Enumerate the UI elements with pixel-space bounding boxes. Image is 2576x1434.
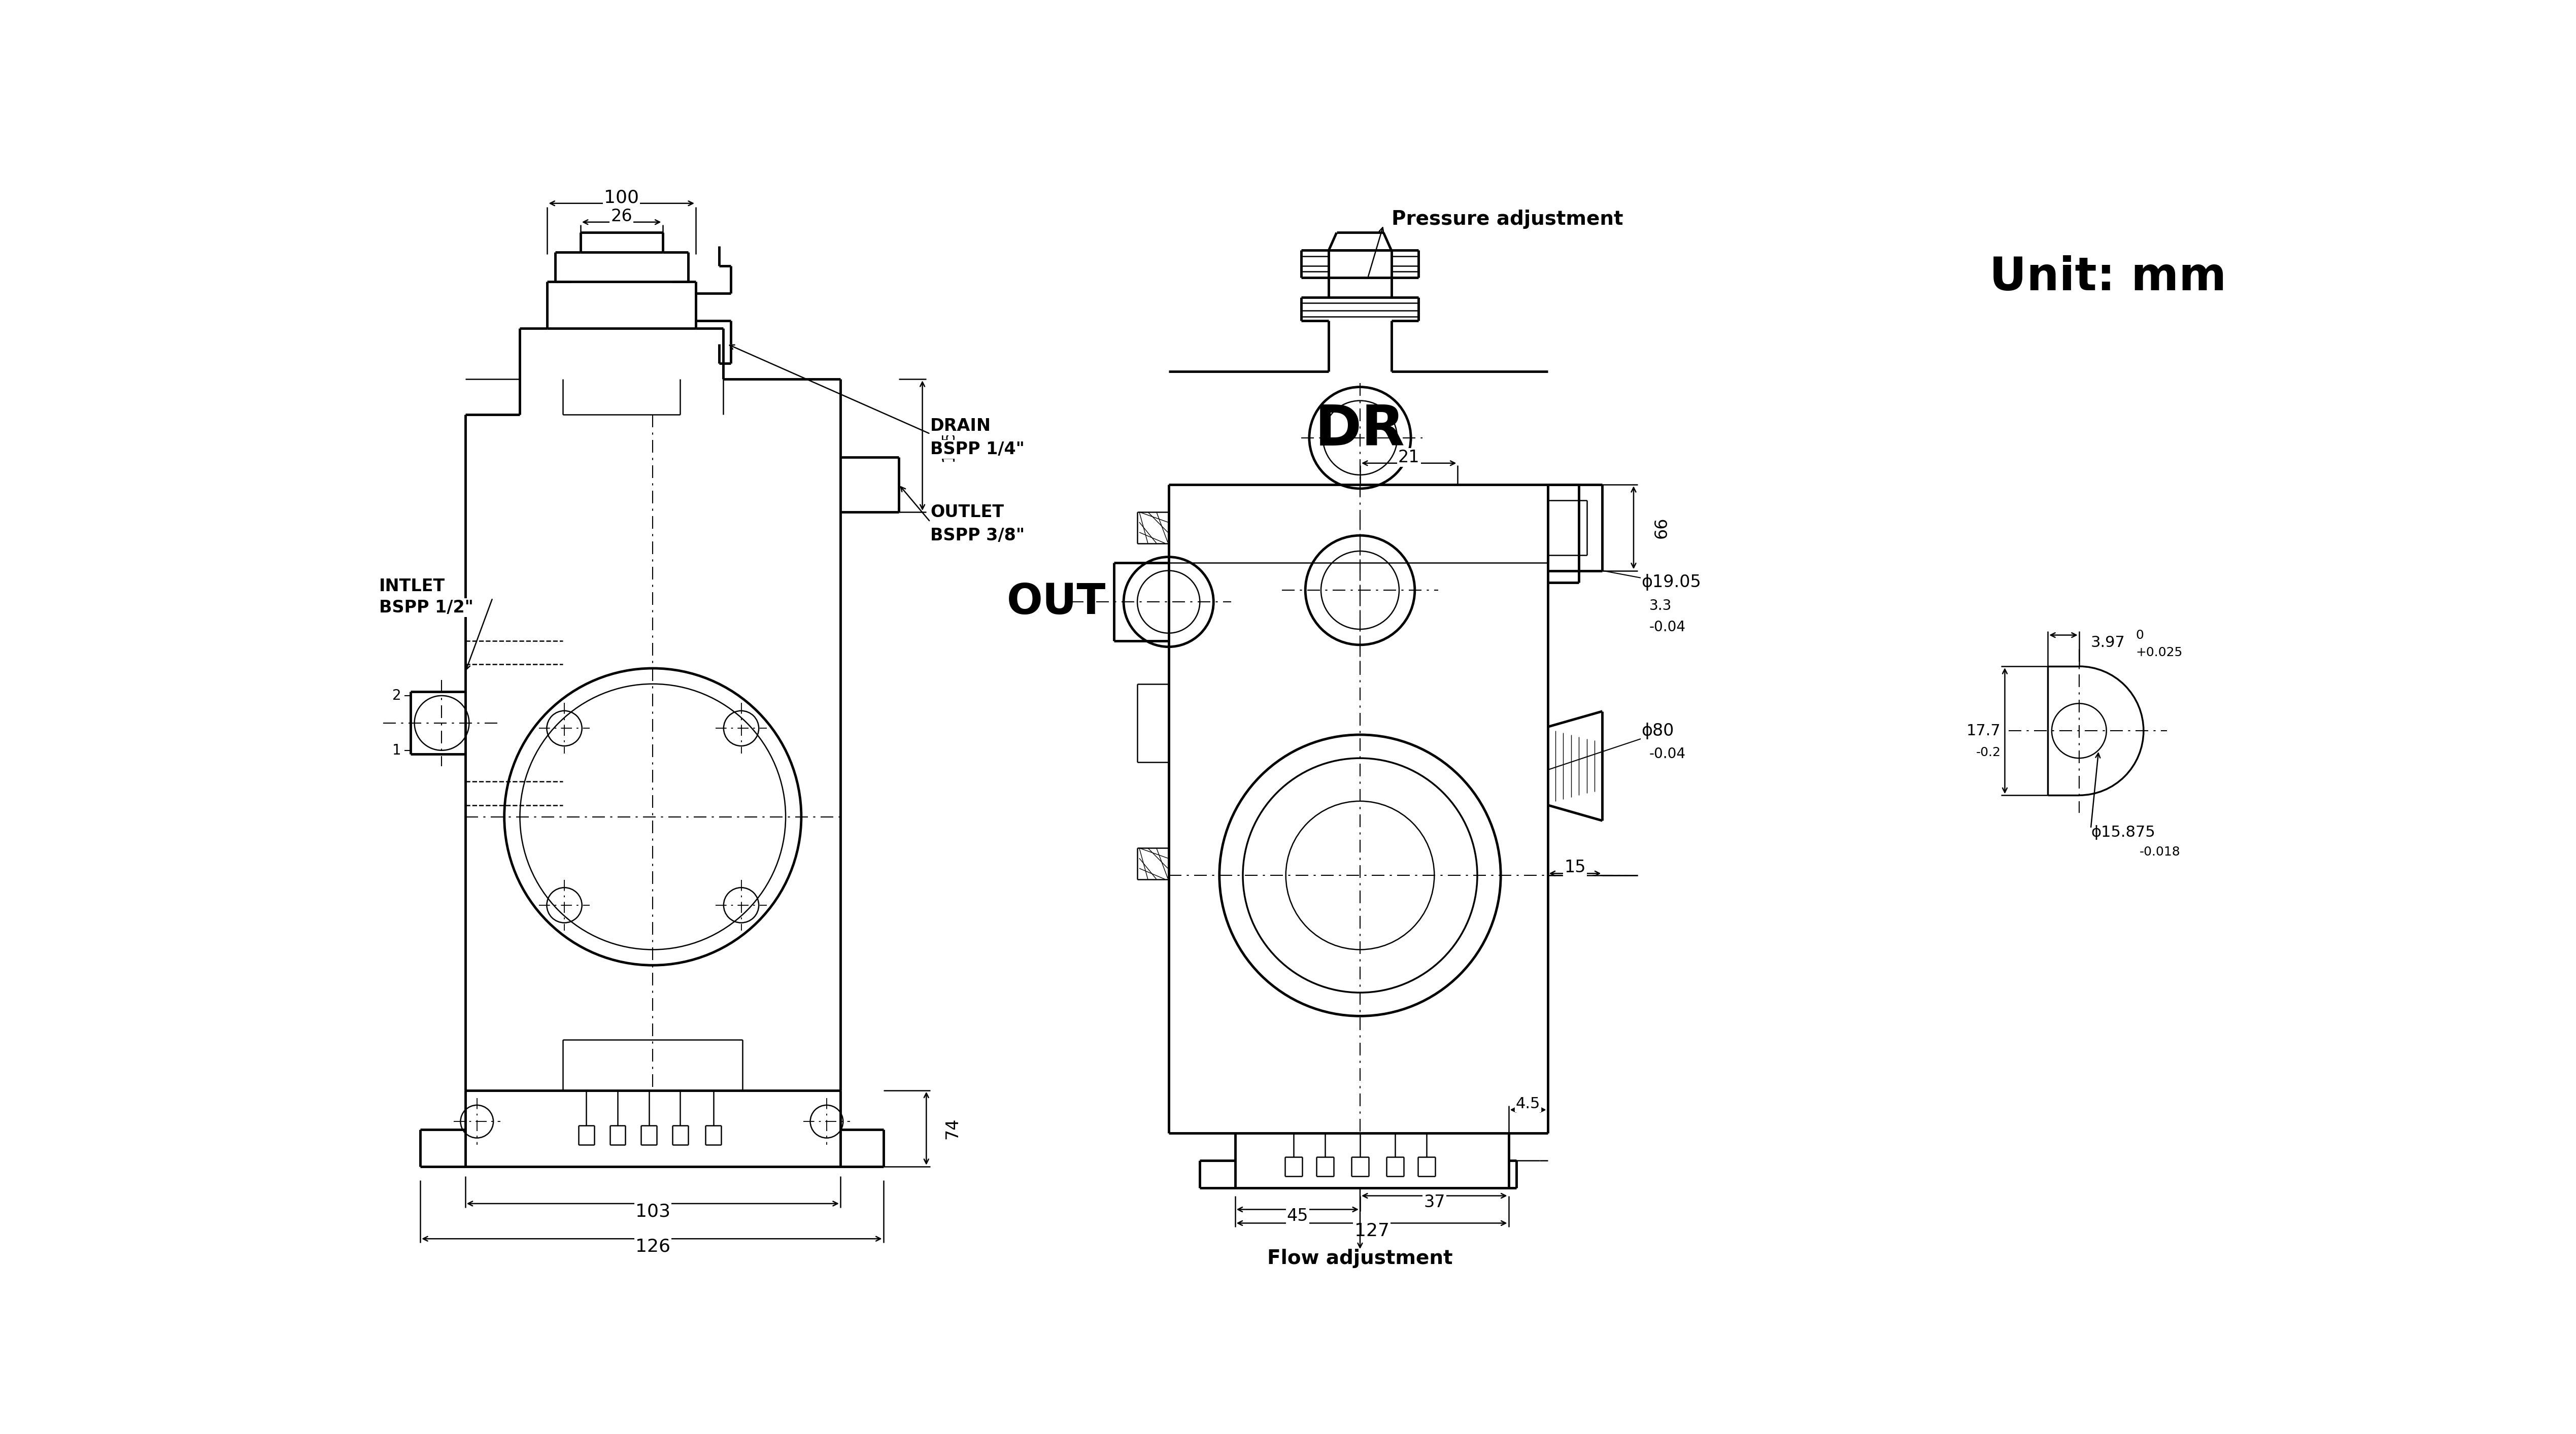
Text: 126: 126 xyxy=(636,1238,670,1255)
Text: 45: 45 xyxy=(1288,1207,1309,1225)
Text: 17.7: 17.7 xyxy=(1965,724,2002,739)
Text: DRAIN: DRAIN xyxy=(930,417,992,435)
Text: 4.5: 4.5 xyxy=(1515,1097,1540,1111)
Text: ϕ80: ϕ80 xyxy=(1641,723,1674,739)
Text: 100: 100 xyxy=(603,189,639,206)
Text: 103: 103 xyxy=(636,1203,670,1220)
Text: -0.018: -0.018 xyxy=(2141,846,2182,858)
Text: -0.04: -0.04 xyxy=(1649,747,1685,761)
Text: 127: 127 xyxy=(1355,1222,1388,1239)
Text: ϕ19.05: ϕ19.05 xyxy=(1641,574,1700,591)
Text: 2: 2 xyxy=(392,688,402,703)
Text: 3.3: 3.3 xyxy=(1649,598,1672,612)
Text: Pressure adjustment: Pressure adjustment xyxy=(1391,209,1623,228)
Text: 0: 0 xyxy=(2136,630,2143,641)
Text: +0.025: +0.025 xyxy=(2136,647,2182,658)
Text: BSPP 1/2": BSPP 1/2" xyxy=(379,599,474,617)
Text: 26: 26 xyxy=(611,208,631,225)
Text: ϕ15.875: ϕ15.875 xyxy=(2092,825,2156,840)
Text: OUT: OUT xyxy=(1007,581,1105,622)
Text: -0.2: -0.2 xyxy=(1976,746,2002,759)
Text: 21: 21 xyxy=(1399,449,1419,466)
Text: -0.04: -0.04 xyxy=(1649,619,1685,634)
Text: 1: 1 xyxy=(392,743,402,757)
Text: Unit: mm: Unit: mm xyxy=(1989,255,2226,300)
Text: BSPP 3/8": BSPP 3/8" xyxy=(930,528,1025,543)
Text: OUTLET: OUTLET xyxy=(930,503,1005,521)
Text: 15: 15 xyxy=(1564,859,1587,876)
Text: 66: 66 xyxy=(1654,516,1669,538)
Text: DR: DR xyxy=(1314,403,1404,457)
Text: Flow adjustment: Flow adjustment xyxy=(1267,1249,1453,1268)
Text: INTLET: INTLET xyxy=(379,578,446,595)
Text: 74: 74 xyxy=(943,1117,961,1140)
Text: 125: 125 xyxy=(940,429,956,462)
Text: 37: 37 xyxy=(1425,1195,1445,1210)
Text: 3.97: 3.97 xyxy=(2092,635,2125,650)
Text: BSPP 1/4": BSPP 1/4" xyxy=(930,442,1025,457)
